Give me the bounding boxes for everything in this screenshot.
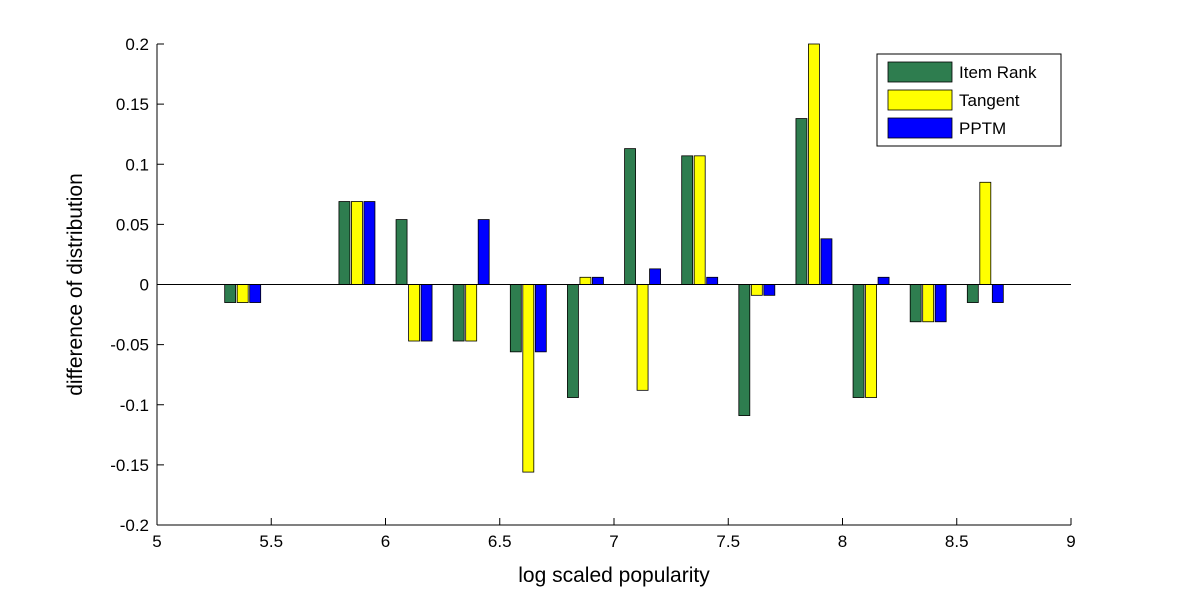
bar-pptm	[249, 284, 262, 303]
bar-pptm	[649, 268, 661, 285]
bar-item-rank	[567, 284, 579, 398]
y-axis-ticks: -0.2 -0.15 -0.1 -0.05 0 0.05 0.1 0.15 0.2	[110, 35, 164, 535]
bar-item-rank	[681, 155, 694, 285]
bar-tangent	[808, 43, 820, 285]
legend-swatch-tangent	[887, 89, 953, 111]
y-tick-label: -0.1	[120, 396, 149, 415]
bar-pptm	[991, 284, 1004, 303]
bars-group	[224, 43, 1004, 473]
legend-label-pptm: PPTM	[959, 119, 1006, 138]
bar-tangent	[465, 284, 478, 342]
bar-tangent	[865, 284, 877, 398]
bar-item-rank	[738, 284, 751, 416]
bar-pptm	[592, 276, 604, 285]
bar-tangent	[408, 284, 420, 342]
x-axis-title: log scaled popularity	[518, 564, 710, 587]
bar-item-rank	[452, 284, 465, 342]
legend-label-item-rank: Item Rank	[959, 63, 1037, 82]
y-tick-label: 0.2	[125, 35, 149, 54]
bar-pptm	[706, 276, 719, 285]
y-tick-label: 0	[140, 276, 149, 295]
bar-item-rank	[624, 148, 636, 285]
bar-tangent	[636, 284, 649, 391]
x-tick-label: 5.5	[259, 532, 283, 551]
x-tick-label: 7.5	[716, 532, 740, 551]
x-tick-label: 8.5	[945, 532, 969, 551]
bar-tangent	[693, 155, 706, 285]
x-tick-label: 7	[609, 532, 618, 551]
bar-item-rank	[795, 118, 808, 285]
y-tick-label: 0.15	[116, 95, 149, 114]
legend: Item Rank Tangent PPTM	[876, 53, 1062, 147]
x-tick-label: 8	[838, 532, 847, 551]
x-tick-label: 5	[152, 532, 161, 551]
legend-swatch-item-rank	[887, 61, 953, 83]
bar-item-rank	[224, 284, 237, 303]
bar-pptm	[934, 284, 947, 323]
bar-tangent	[351, 201, 363, 285]
x-axis-ticks: 5 5.5 6 6.5 7 7.5 8 8.5 9	[152, 518, 1076, 551]
bar-pptm	[820, 238, 833, 285]
bar-tangent	[750, 284, 763, 296]
bar-pptm	[477, 219, 490, 285]
bar-item-rank	[509, 284, 522, 353]
bar-item-rank	[338, 201, 351, 285]
bar-pptm	[363, 201, 376, 285]
bar-pptm	[877, 276, 890, 285]
legend-label-tangent: Tangent	[959, 91, 1020, 110]
x-tick-label: 6	[381, 532, 390, 551]
bar-tangent	[236, 284, 249, 303]
bar-pptm	[420, 284, 433, 342]
bar-item-rank	[909, 284, 922, 323]
bar-tangent	[979, 181, 992, 285]
y-tick-label: 0.1	[125, 155, 149, 174]
bar-tangent	[522, 284, 535, 473]
bar-tangent	[922, 284, 935, 323]
bar-item-rank	[395, 219, 408, 285]
bar-item-rank	[966, 284, 979, 303]
y-tick-label: -0.2	[120, 516, 149, 535]
x-tick-label: 9	[1066, 532, 1075, 551]
legend-swatch-pptm	[887, 117, 953, 139]
bar-pptm	[763, 284, 776, 296]
y-tick-label: -0.05	[110, 336, 149, 355]
bar-pptm	[534, 284, 547, 353]
y-tick-label: 0.05	[116, 215, 149, 234]
y-tick-label: -0.15	[110, 456, 149, 475]
x-tick-label: 6.5	[488, 532, 512, 551]
bar-item-rank	[852, 284, 865, 398]
bar-tangent	[579, 276, 592, 285]
y-axis-title: difference of distribution	[64, 173, 87, 396]
